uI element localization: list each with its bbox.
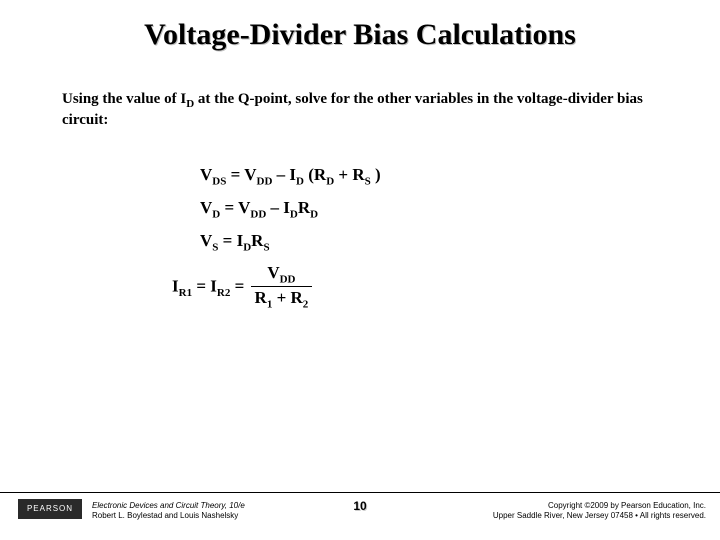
eq1-vdd-var: V xyxy=(244,165,256,184)
eq4-numerator: VDD xyxy=(251,263,313,288)
eq3-lhs-sub: S xyxy=(212,242,218,254)
copyright-text: Copyright ©2009 by Pearson Education, In… xyxy=(493,501,706,522)
eq3-id-sub: D xyxy=(243,242,251,254)
copyright-line1: Copyright ©2009 by Pearson Education, In… xyxy=(493,501,706,511)
equation-vds: VDS = VDD – ID (RD + RS ) xyxy=(200,159,720,192)
eq1-rs-var: R xyxy=(352,165,364,184)
eq4-num-var: V xyxy=(267,263,279,282)
eq3-rs-sub: S xyxy=(263,242,269,254)
slide-title: Voltage-Divider Bias Calculations xyxy=(0,0,720,52)
eq1-plus: + xyxy=(334,165,352,184)
book-authors: Robert L. Boylestad and Louis Nashelsky xyxy=(92,511,245,521)
description-text: Using the value of ID at the Q-point, so… xyxy=(0,52,720,131)
eq2-minus: – xyxy=(266,198,283,217)
copyright-line2: Upper Saddle River, New Jersey 07458 • A… xyxy=(493,511,706,521)
book-title: Electronic Devices and Circuit Theory, 1… xyxy=(92,501,245,511)
eq2-vdd-var: V xyxy=(238,198,250,217)
eq4-num-sub: DD xyxy=(280,273,296,285)
eq2-id-var: I xyxy=(283,198,290,217)
eq2-rd-sub: D xyxy=(310,208,318,220)
eq1-rd-var: R xyxy=(314,165,326,184)
eq4-fraction: VDD R1 + R2 xyxy=(251,263,313,312)
eq4-ir1-sub: R1 xyxy=(179,287,192,299)
eq1-lhs-sub: DS xyxy=(212,175,226,187)
book-info: Electronic Devices and Circuit Theory, 1… xyxy=(92,501,245,522)
eq4-r2-sub: 2 xyxy=(303,299,309,311)
eq4-ir1-var: I xyxy=(172,276,179,295)
eq2-lhs-var: V xyxy=(200,198,212,217)
eq1-rd-sub: D xyxy=(326,175,334,187)
eq4-ir2-var: I xyxy=(210,276,217,295)
equation-vd: VD = VDD – IDRD xyxy=(200,192,720,225)
eq4-denominator: R1 + R2 xyxy=(251,287,313,312)
eq1-id-sub: D xyxy=(296,175,304,187)
eq3-rs-var: R xyxy=(251,231,263,250)
eq1-lhs-var: V xyxy=(200,165,212,184)
desc-sub: D xyxy=(186,98,194,110)
equation-ir: IR1 = IR2 = VDD R1 + R2 xyxy=(172,259,720,312)
eq2-vdd-sub: DD xyxy=(250,208,266,220)
eq2-rd-var: R xyxy=(298,198,310,217)
eq4-r1-var: R xyxy=(255,288,267,307)
eq1-vdd-sub: DD xyxy=(257,175,273,187)
eq2-id-sub: D xyxy=(290,208,298,220)
equations-block: VDS = VDD – ID (RD + RS ) VD = VDD – IDR… xyxy=(0,131,720,312)
eq1-paren-close: ) xyxy=(371,165,381,184)
eq3-lhs-var: V xyxy=(200,231,212,250)
page-number: 10 xyxy=(353,499,366,513)
eq4-ir2-sub: R2 xyxy=(217,287,230,299)
eq1-minus: – xyxy=(272,165,289,184)
eq4-r2-var: R xyxy=(291,288,303,307)
pearson-logo: PEARSON xyxy=(18,499,82,519)
eq2-lhs-sub: D xyxy=(212,208,220,220)
equation-vs: VS = IDRS xyxy=(200,225,720,258)
eq1-paren-open: ( xyxy=(304,165,314,184)
slide-footer: PEARSON Electronic Devices and Circuit T… xyxy=(0,492,720,540)
eq4-den-plus: + xyxy=(272,288,290,307)
desc-pre: Using the value of I xyxy=(62,91,186,107)
